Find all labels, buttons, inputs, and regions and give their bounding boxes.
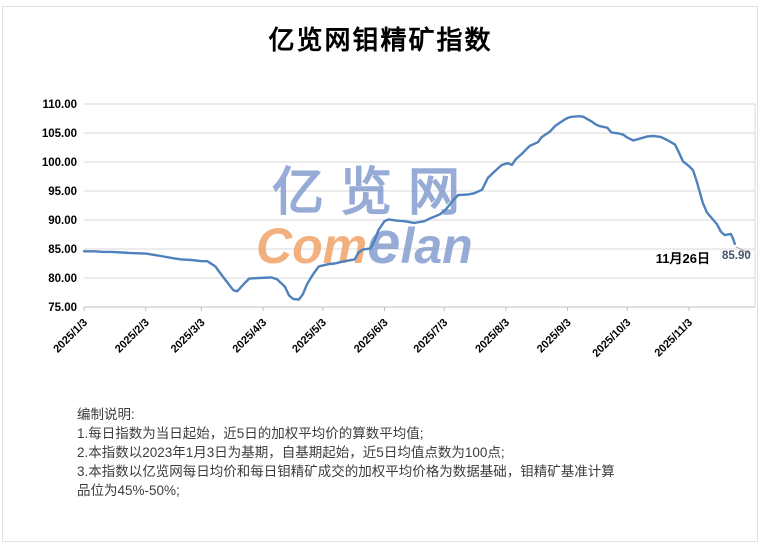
notes-heading: 编制说明: [77,407,135,422]
notes-block: 编制说明: 1.每日指数为当日起始，近5日的加权平均价的算数平均值; 2.本指数… [77,405,615,500]
notes-line: 3.本指数以亿览网每日均价和每日钼精矿成交的加权平均价格为数据基础，钼精矿基准计… [77,464,615,479]
y-tick-label: 90.00 [48,215,77,227]
y-tick-label: 110.00 [42,99,77,111]
notes-line: 品位为45%-50%; [77,483,180,498]
notes-line: 2.本指数以2023年1月3日为基期，自基期起始，近5日均值点数为100点; [77,445,505,460]
y-tick-label: 85.00 [48,244,77,256]
last-point-value-label: 85.90 [722,250,751,262]
y-tick-label: 75.00 [48,302,77,314]
index-line-series [82,114,736,301]
notes-line: 1.每日指数为当日起始，近5日的加权平均价的算数平均值; [77,426,424,441]
y-tick-label: 80.00 [48,273,77,285]
y-tick-label: 105.00 [42,128,77,140]
y-tick-label: 95.00 [48,186,77,198]
y-tick-label: 100.00 [42,157,77,169]
last-point-date-label: 11月26日 [655,251,710,266]
label-leader-line [735,246,751,255]
chart-title: 亿览网钼精矿指数 [268,26,493,55]
